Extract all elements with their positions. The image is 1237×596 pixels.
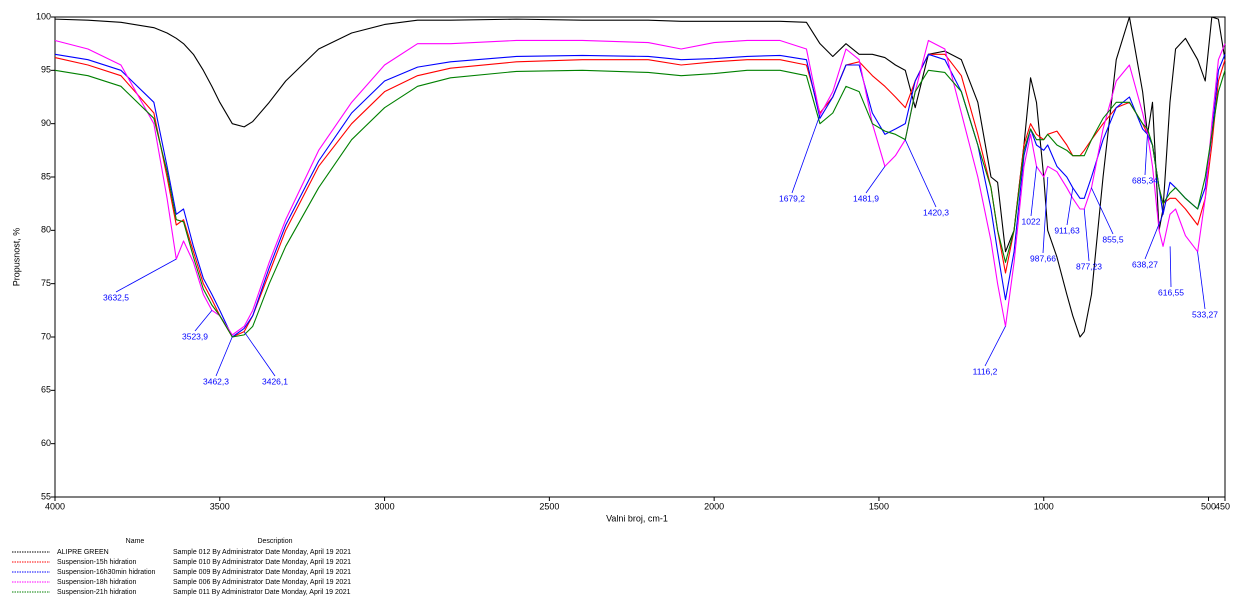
annotation-label: 855,5 xyxy=(1102,234,1124,244)
annotation-label: 1116,2 xyxy=(973,366,998,376)
annotation-leader xyxy=(1169,246,1172,288)
y-axis-label: Propusnost, % xyxy=(11,228,21,287)
annotation-label: 533,27 xyxy=(1192,309,1218,319)
y-tick-label: 90 xyxy=(41,118,51,128)
annotation-label: 638,27 xyxy=(1132,259,1158,269)
legend-description: Sample 010 By Administrator Date Monday,… xyxy=(173,559,351,566)
legend-description: Sample 011 By Administrator Date Monday,… xyxy=(173,589,351,596)
annotation-label: 987,66 xyxy=(1030,253,1056,263)
legend-name: ALIPRE GREEN xyxy=(57,549,109,556)
legend-header: Name xyxy=(126,538,145,545)
annotation-leader xyxy=(1197,251,1206,310)
annotation-leader xyxy=(1030,166,1037,217)
x-tick-label: 450 xyxy=(1215,501,1230,511)
legend-name: Suspension-21h hidration xyxy=(57,589,136,596)
legend-name: Suspension-15h hidration xyxy=(57,559,136,566)
x-tick-label: 3500 xyxy=(210,501,230,511)
annotation-label: 1481,9 xyxy=(853,193,879,203)
spectrum-line xyxy=(54,69,1226,338)
legend: Name Description ALIPRE GREEN Sample 012 … xyxy=(12,538,351,596)
annotation-label: 1679,2 xyxy=(779,193,805,203)
legend-description: Sample 012 By Administrator Date Monday,… xyxy=(173,549,351,556)
y-tick-label: 85 xyxy=(41,171,51,181)
x-tick-label: 1500 xyxy=(869,501,889,511)
annotation-leader xyxy=(1066,187,1074,226)
annotation-leader xyxy=(194,310,213,332)
legend-name: Suspension-16h30min hidration xyxy=(57,569,156,576)
x-tick-label: 500 xyxy=(1201,501,1216,511)
annotation-leader xyxy=(1144,134,1148,176)
annotation-leader xyxy=(1144,214,1164,260)
y-tick-label: 55 xyxy=(41,491,51,501)
annotation-label: 877,23 xyxy=(1076,261,1102,271)
plot-frame xyxy=(54,16,1226,498)
x-tick-label: 1000 xyxy=(1034,501,1054,511)
annotation-label: 616,55 xyxy=(1158,287,1184,297)
legend-description: Sample 009 By Administrator Date Monday,… xyxy=(173,569,351,576)
y-tick-label: 60 xyxy=(41,438,51,448)
annotation-leader xyxy=(243,331,276,377)
x-axis-label: Valni broj, cm-1 xyxy=(606,513,668,523)
annotation-label: 3462,3 xyxy=(203,376,229,386)
spectrum-line xyxy=(54,53,1226,338)
annotation-leader xyxy=(904,139,937,208)
x-tick-label: 2500 xyxy=(539,501,559,511)
spectrum-line xyxy=(54,39,1226,336)
x-tick-label: 3000 xyxy=(375,501,395,511)
annotation-label: 3426,1 xyxy=(262,376,288,386)
y-tick-label: 75 xyxy=(41,278,51,288)
annotation-leader xyxy=(1083,208,1090,262)
annotation-leader xyxy=(1090,187,1114,235)
annotation-label: 3523,9 xyxy=(182,331,208,341)
annotation-leader xyxy=(1042,176,1049,254)
annotation-label: 685,34 xyxy=(1132,175,1158,185)
y-tick-label: 65 xyxy=(41,385,51,395)
legend-description: Sample 006 By Administrator Date Monday,… xyxy=(173,579,351,586)
legend-name: Suspension-18h hidration xyxy=(57,579,136,586)
annotation-label: 1420,3 xyxy=(923,207,949,217)
annotation-leader xyxy=(215,336,233,377)
y-tick-label: 100 xyxy=(36,11,51,21)
annotation-leader xyxy=(865,166,886,194)
y-tick-label: 70 xyxy=(41,331,51,341)
y-tick-label: 95 xyxy=(41,65,51,75)
y-tick-label: 80 xyxy=(41,225,51,235)
annotation-leader xyxy=(115,258,177,293)
legend-header: Description xyxy=(257,538,292,545)
x-tick-label: 2000 xyxy=(704,501,724,511)
spectrum-line xyxy=(54,16,1226,338)
annotation-leader xyxy=(984,326,1006,367)
annotation-label: 3632,5 xyxy=(103,292,129,302)
annotation-label: 911,63 xyxy=(1054,225,1080,235)
annotation-leader xyxy=(791,114,821,194)
annotation-label: 1022 xyxy=(1022,216,1041,226)
spectrum-line xyxy=(54,53,1226,338)
x-tick-label: 4000 xyxy=(45,501,65,511)
